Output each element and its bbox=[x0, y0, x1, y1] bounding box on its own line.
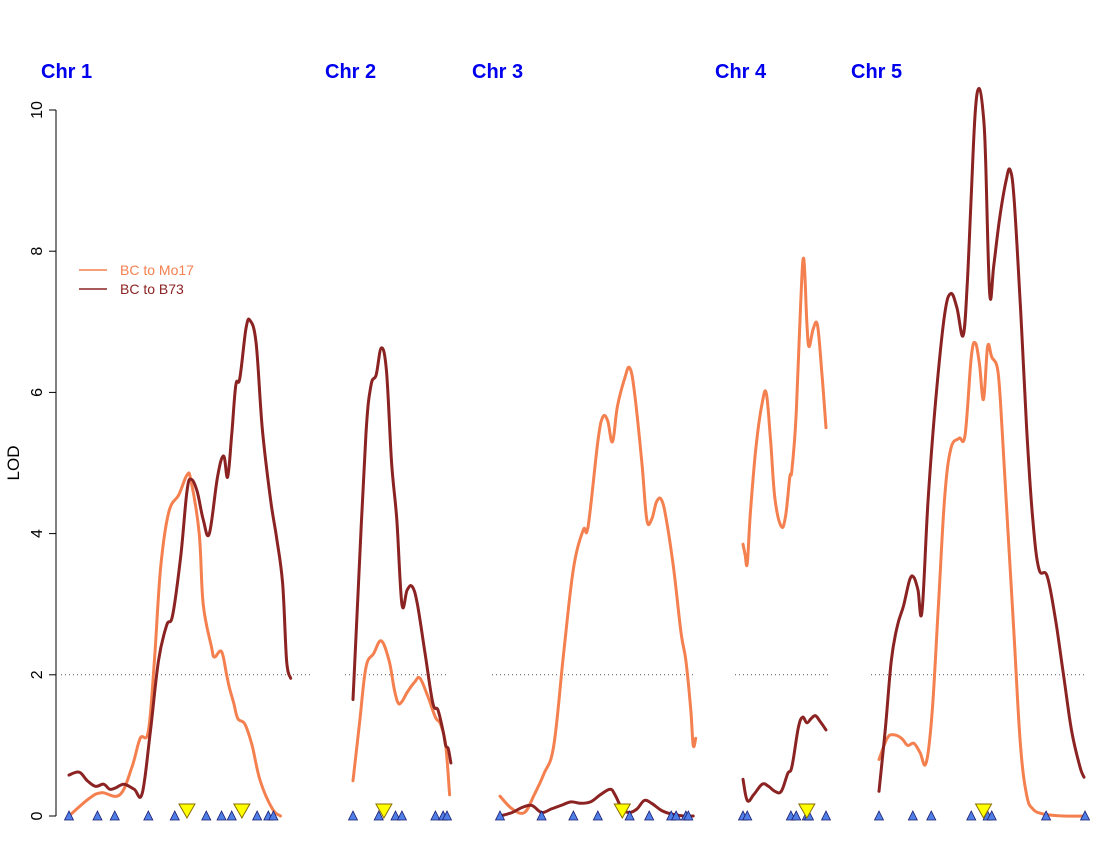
chromosome-label: Chr 4 bbox=[715, 61, 767, 83]
series-line-mo17 bbox=[351, 639, 452, 797]
series-line-b73 bbox=[741, 714, 828, 803]
legend: BC to Mo17 BC to B73 bbox=[79, 262, 194, 297]
legend-label: BC to B73 bbox=[120, 281, 184, 297]
marker-triangle bbox=[268, 810, 279, 821]
series-line-b73 bbox=[498, 787, 695, 818]
qtl-marker-triangle bbox=[613, 803, 632, 820]
marker-triangle bbox=[568, 810, 579, 821]
marker-triangle bbox=[143, 810, 154, 821]
marker-triangle bbox=[926, 810, 937, 821]
chromosome-label: Chr 1 bbox=[41, 61, 92, 83]
qtl-marker-triangle bbox=[375, 803, 393, 820]
marker-triangle bbox=[347, 810, 359, 821]
y-axis: 0 2 4 6 8 10 bbox=[29, 101, 57, 820]
marker-triangle bbox=[1079, 810, 1091, 821]
qtl-marker-triangle bbox=[797, 803, 816, 820]
marker-triangle bbox=[396, 810, 408, 821]
marker-triangle bbox=[670, 810, 682, 821]
y-tick-label: 0 bbox=[29, 811, 46, 820]
series-line-b73 bbox=[877, 87, 1086, 793]
marker-triangles bbox=[63, 803, 1091, 821]
series-line-mo17 bbox=[67, 471, 282, 818]
marker-triangle bbox=[92, 810, 103, 821]
y-tick-label: 8 bbox=[29, 247, 46, 256]
marker-triangle bbox=[63, 810, 75, 821]
y-tick-label: 2 bbox=[29, 670, 46, 679]
chromosome-label: Chr 5 bbox=[851, 61, 902, 83]
marker-triangle bbox=[201, 810, 212, 821]
qtl-marker-triangle bbox=[233, 803, 251, 820]
marker-triangle bbox=[390, 810, 401, 821]
series-line-b73 bbox=[351, 346, 453, 765]
marker-triangle bbox=[373, 810, 384, 821]
marker-triangle bbox=[683, 810, 694, 821]
marker-triangle bbox=[592, 810, 603, 821]
series-line-mo17 bbox=[877, 340, 1086, 818]
marker-triangle bbox=[1040, 810, 1052, 821]
y-tick-label: 10 bbox=[29, 101, 46, 119]
series-line-mo17 bbox=[741, 256, 828, 568]
qtl-marker-triangle bbox=[974, 803, 993, 820]
marker-triangle bbox=[742, 810, 753, 821]
y-tick-label: 4 bbox=[29, 529, 46, 538]
y-axis-title: LOD bbox=[4, 446, 23, 481]
qtl-marker-triangle bbox=[178, 803, 196, 820]
marker-triangle bbox=[644, 810, 655, 821]
marker-triangle bbox=[791, 810, 802, 821]
marker-triangle bbox=[820, 810, 832, 821]
chromosome-label: Chr 2 bbox=[325, 61, 376, 83]
marker-triangle bbox=[907, 810, 918, 821]
marker-triangle bbox=[109, 810, 120, 821]
lod-curves bbox=[67, 87, 1086, 818]
marker-triangle bbox=[986, 810, 997, 821]
marker-triangle bbox=[494, 810, 506, 821]
marker-triangle bbox=[873, 810, 885, 821]
marker-triangle bbox=[251, 810, 263, 821]
marker-triangle bbox=[624, 810, 635, 821]
chromosome-labels: Chr 1 Chr 2 Chr 3 Chr 4 Chr 5 bbox=[41, 61, 902, 83]
chromosome-label: Chr 3 bbox=[472, 61, 523, 83]
marker-triangle bbox=[226, 810, 237, 821]
marker-triangle bbox=[169, 810, 180, 821]
marker-triangle bbox=[966, 810, 977, 821]
y-tick-label: 6 bbox=[29, 388, 46, 397]
marker-triangle bbox=[536, 810, 547, 821]
series-line-b73 bbox=[67, 317, 293, 799]
legend-label: BC to Mo17 bbox=[120, 262, 194, 278]
marker-triangle bbox=[430, 810, 441, 821]
marker-triangle bbox=[216, 810, 227, 821]
series-line-mo17 bbox=[498, 365, 698, 815]
marker-triangle bbox=[441, 810, 453, 821]
